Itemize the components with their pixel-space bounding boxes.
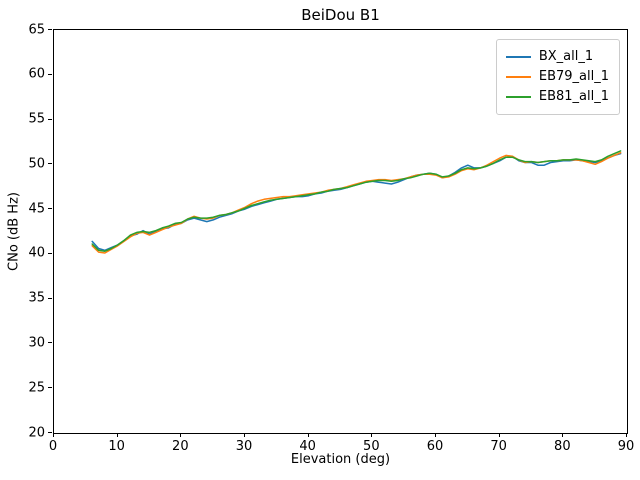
- x-tick-mark: [562, 433, 564, 437]
- x-tick-label: 0: [48, 439, 58, 454]
- x-tick-mark: [53, 433, 54, 437]
- legend-item: EB81_all_1: [505, 87, 609, 107]
- y-tick-mark: [48, 118, 52, 120]
- x-axis-label: Elevation (deg): [290, 452, 391, 467]
- y-tick-label: 20: [28, 425, 45, 440]
- y-axis-label: CNo (dB Hz): [6, 192, 22, 271]
- y-tick-mark: [48, 432, 52, 433]
- y-tick-mark: [48, 29, 52, 30]
- x-tick-label: 90: [617, 439, 635, 454]
- series-line-EB81_all_1: [91, 150, 622, 252]
- x-tick-label: 70: [490, 439, 507, 454]
- y-tick-mark: [48, 208, 52, 210]
- x-tick-label: 20: [172, 439, 189, 454]
- x-tick-mark: [498, 433, 500, 437]
- x-tick-mark: [116, 433, 118, 437]
- x-tick-label: 50: [363, 439, 380, 454]
- legend-item-label: EB79_all_1: [538, 69, 609, 84]
- y-tick-mark: [48, 297, 52, 299]
- y-tick-label: 40: [28, 245, 45, 261]
- x-tick-mark: [371, 433, 373, 437]
- legend-item-label: EB81_all_1: [538, 89, 609, 104]
- legend: BX_all_1 EB79_all_1 EB81_all_1: [495, 39, 620, 115]
- plot-area: BX_all_1 EB79_all_1 EB81_all_1: [53, 29, 628, 434]
- y-tick-mark: [48, 163, 52, 165]
- y-tick-mark: [48, 252, 52, 254]
- y-tick-label: 65: [28, 22, 45, 37]
- y-tick-label: 45: [28, 201, 45, 217]
- x-tick-mark: [244, 433, 245, 437]
- x-tick-label: 60: [426, 439, 444, 454]
- x-tick-label: 30: [235, 439, 253, 454]
- legend-item: EB79_all_1: [505, 67, 609, 87]
- y-tick-label: 60: [28, 66, 45, 82]
- x-tick-label: 10: [108, 439, 125, 454]
- x-tick-mark: [626, 433, 627, 437]
- legend-line-swatch: [505, 56, 531, 58]
- y-tick-mark: [48, 387, 52, 389]
- x-tick-mark: [307, 433, 309, 437]
- x-tick-mark: [435, 433, 436, 437]
- x-tick-label: 40: [299, 439, 316, 454]
- y-tick-mark: [48, 342, 52, 344]
- legend-line-swatch: [505, 96, 531, 98]
- y-tick-label: 35: [28, 290, 45, 306]
- series-line-BX_all_1: [91, 152, 622, 252]
- series-lines-canvas: [91, 150, 622, 254]
- x-tick-mark: [180, 433, 182, 437]
- legend-line-swatch: [505, 76, 531, 78]
- y-tick-mark: [48, 73, 52, 75]
- y-tick-label: 25: [28, 380, 45, 396]
- y-tick-label: 30: [28, 335, 45, 351]
- y-tick-label: 55: [28, 111, 45, 127]
- chart-title: BeiDou B1: [301, 6, 380, 24]
- legend-item-label: BX_all_1: [538, 49, 594, 64]
- legend-item: BX_all_1: [505, 47, 609, 67]
- series-line-EB79_all_1: [91, 151, 622, 254]
- x-tick-label: 80: [554, 439, 571, 454]
- y-tick-label: 50: [28, 156, 45, 172]
